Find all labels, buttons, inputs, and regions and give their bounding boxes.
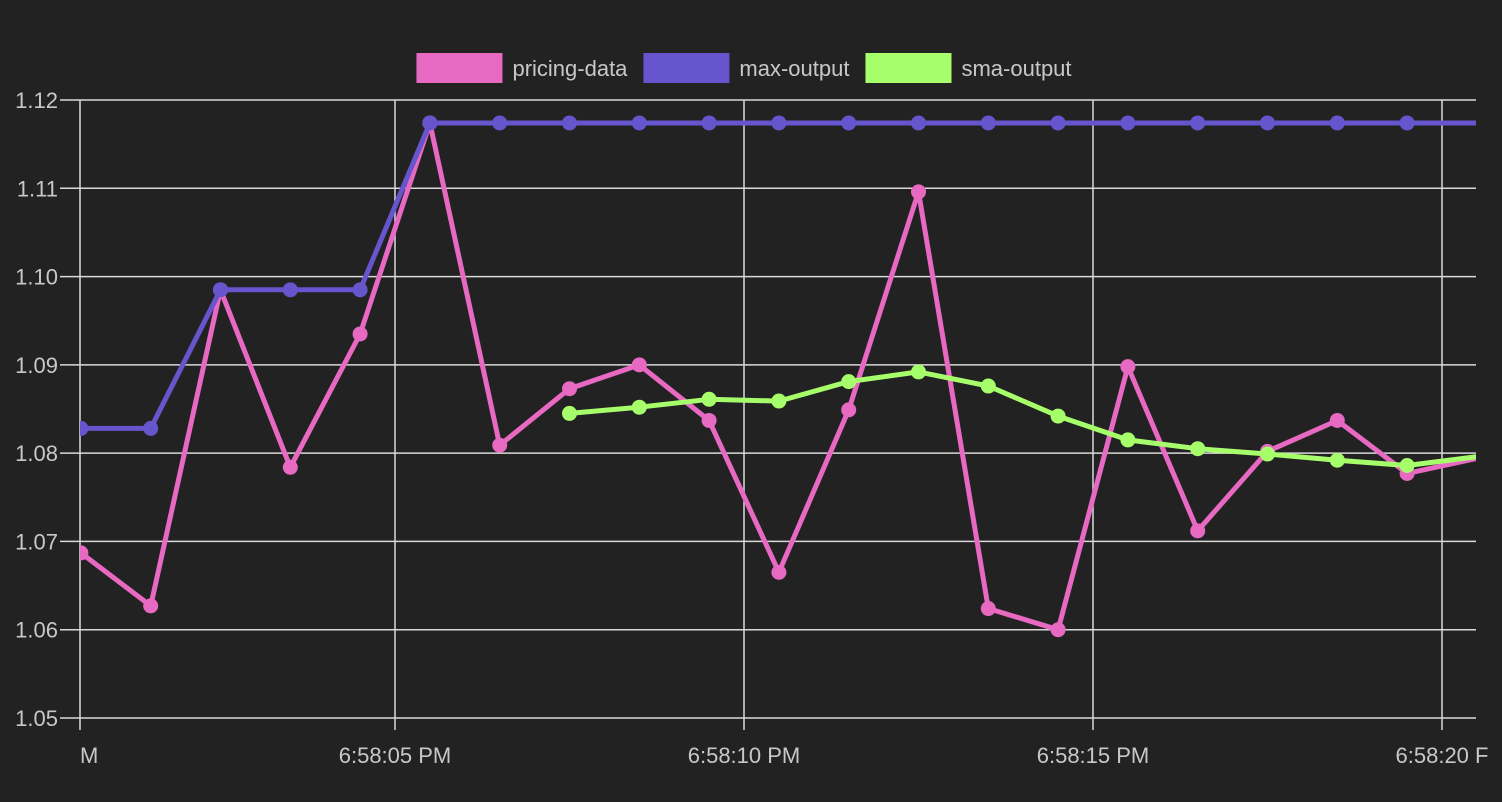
data-point-max-output bbox=[562, 115, 577, 131]
y-tick-label: 1.08 bbox=[15, 441, 58, 466]
x-tick-label: 6:58:20 F bbox=[1396, 743, 1489, 768]
data-point-max-output bbox=[701, 115, 717, 131]
data-point-sma-output bbox=[1190, 441, 1206, 457]
data-point-pricing-data bbox=[841, 402, 857, 418]
gridlines bbox=[60, 99, 1476, 730]
series-line-pricing-data bbox=[80, 120, 1476, 633]
legend-swatch bbox=[416, 53, 503, 83]
x-tick-label: 6:58:15 PM bbox=[1037, 743, 1150, 768]
data-point-pricing-data bbox=[631, 357, 647, 373]
data-point-pricing-data bbox=[562, 381, 577, 397]
legend-item-max-output: max-output bbox=[643, 53, 849, 83]
y-tick-label: 1.10 bbox=[15, 265, 58, 290]
legend-item-sma-output: sma-output bbox=[865, 53, 1072, 83]
data-point-sma-output bbox=[841, 374, 857, 390]
x-tick-label: M bbox=[80, 743, 98, 768]
data-point-max-output bbox=[771, 115, 787, 131]
data-point-max-output bbox=[1190, 115, 1206, 131]
data-point-sma-output bbox=[980, 378, 996, 394]
data-point-max-output bbox=[492, 115, 508, 131]
series-layer bbox=[80, 115, 1476, 638]
data-point-pricing-data bbox=[1190, 523, 1206, 539]
y-tick-label: 1.07 bbox=[15, 529, 58, 554]
data-point-max-output bbox=[213, 282, 228, 298]
data-point-max-output bbox=[1260, 115, 1275, 131]
data-point-sma-output bbox=[1329, 452, 1345, 468]
data-point-sma-output bbox=[631, 399, 647, 415]
data-point-pricing-data bbox=[352, 326, 368, 342]
data-point-max-output bbox=[911, 115, 926, 131]
data-point-max-output bbox=[1120, 115, 1136, 131]
data-point-pricing-data bbox=[911, 184, 926, 200]
y-tick-label: 1.05 bbox=[15, 706, 58, 731]
x-axis-ticks: M 6:58:05 PM 6:58:10 PM 6:58:15 PM 6:58:20 F bbox=[80, 743, 1488, 768]
x-tick-label: 6:58:05 PM bbox=[339, 743, 452, 768]
legend-item-pricing-data: pricing-data bbox=[416, 53, 628, 83]
data-point-max-output bbox=[1329, 115, 1345, 131]
data-point-max-output bbox=[1399, 115, 1415, 131]
y-tick-label: 1.06 bbox=[15, 618, 58, 643]
data-point-pricing-data bbox=[1050, 622, 1066, 638]
data-point-pricing-data bbox=[771, 564, 787, 580]
legend-label: pricing-data bbox=[512, 56, 628, 81]
y-tick-label: 1.09 bbox=[15, 353, 58, 378]
data-point-pricing-data bbox=[80, 545, 89, 561]
data-point-pricing-data bbox=[492, 437, 508, 453]
y-axis-ticks: 1.05 1.06 1.07 1.08 1.09 1.10 1.11 1.12 bbox=[15, 88, 58, 731]
y-tick-label: 1.11 bbox=[17, 176, 58, 201]
data-point-pricing-data bbox=[143, 598, 159, 614]
data-point-max-output bbox=[143, 420, 159, 436]
series-line-sma-output bbox=[567, 369, 1476, 468]
data-point-max-output bbox=[1050, 115, 1066, 131]
data-point-pricing-data bbox=[1329, 412, 1345, 428]
data-point-max-output bbox=[841, 115, 857, 131]
data-point-sma-output bbox=[562, 405, 577, 421]
data-point-sma-output bbox=[1050, 408, 1066, 424]
x-tick-label: 6:58:10 PM bbox=[688, 743, 801, 768]
data-point-sma-output bbox=[1399, 458, 1415, 474]
data-point-max-output bbox=[422, 115, 438, 131]
data-point-max-output bbox=[980, 115, 996, 131]
legend-label: sma-output bbox=[961, 56, 1071, 81]
series-line-max-output bbox=[80, 120, 1476, 431]
legend-label: max-output bbox=[739, 56, 849, 81]
data-point-max-output bbox=[352, 282, 368, 298]
y-tick-label: 1.12 bbox=[15, 88, 58, 113]
data-point-sma-output bbox=[911, 364, 926, 380]
legend-swatch bbox=[865, 53, 952, 83]
data-point-pricing-data bbox=[282, 459, 298, 475]
data-point-sma-output bbox=[771, 393, 787, 409]
legend: pricing-data max-output sma-output bbox=[416, 53, 1072, 83]
data-point-max-output bbox=[80, 420, 89, 436]
data-point-max-output bbox=[631, 115, 647, 131]
data-point-sma-output bbox=[701, 391, 717, 407]
data-point-sma-output bbox=[1260, 446, 1275, 462]
data-point-pricing-data bbox=[980, 601, 996, 617]
data-point-sma-output bbox=[1120, 432, 1136, 448]
data-point-max-output bbox=[282, 282, 298, 298]
data-point-pricing-data bbox=[701, 412, 717, 428]
legend-swatch bbox=[643, 53, 730, 83]
data-point-pricing-data bbox=[1120, 359, 1136, 375]
